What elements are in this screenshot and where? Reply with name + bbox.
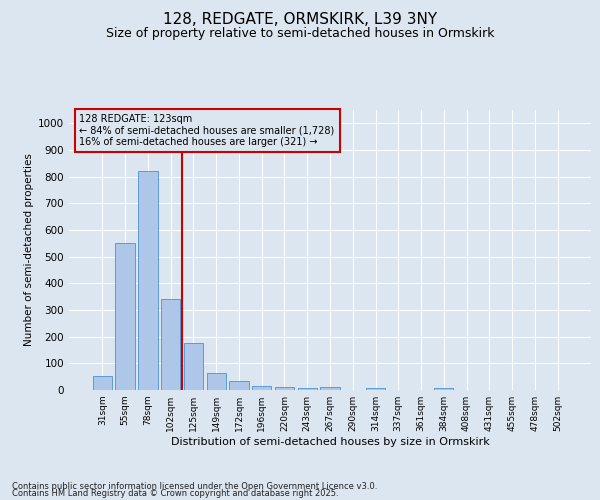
Bar: [161, 300, 181, 390]
Bar: [115, 244, 135, 390]
Text: Contains HM Land Registry data © Crown copyright and database right 2025.: Contains HM Land Registry data © Crown c…: [12, 488, 338, 498]
Text: Size of property relative to semi-detached houses in Ormskirk: Size of property relative to semi-detach…: [106, 28, 494, 40]
Bar: [434, 388, 454, 390]
Bar: [252, 386, 271, 390]
Bar: [298, 388, 317, 390]
Bar: [275, 387, 294, 390]
Bar: [229, 381, 248, 390]
Bar: [320, 388, 340, 390]
Bar: [366, 388, 385, 390]
Y-axis label: Number of semi-detached properties: Number of semi-detached properties: [24, 154, 34, 346]
Bar: [138, 172, 158, 390]
Text: 128, REDGATE, ORMSKIRK, L39 3NY: 128, REDGATE, ORMSKIRK, L39 3NY: [163, 12, 437, 28]
X-axis label: Distribution of semi-detached houses by size in Ormskirk: Distribution of semi-detached houses by …: [170, 437, 490, 447]
Bar: [206, 372, 226, 390]
Bar: [93, 376, 112, 390]
Text: Contains public sector information licensed under the Open Government Licence v3: Contains public sector information licen…: [12, 482, 377, 491]
Bar: [184, 344, 203, 390]
Text: 128 REDGATE: 123sqm
← 84% of semi-detached houses are smaller (1,728)
16% of sem: 128 REDGATE: 123sqm ← 84% of semi-detach…: [79, 114, 335, 148]
